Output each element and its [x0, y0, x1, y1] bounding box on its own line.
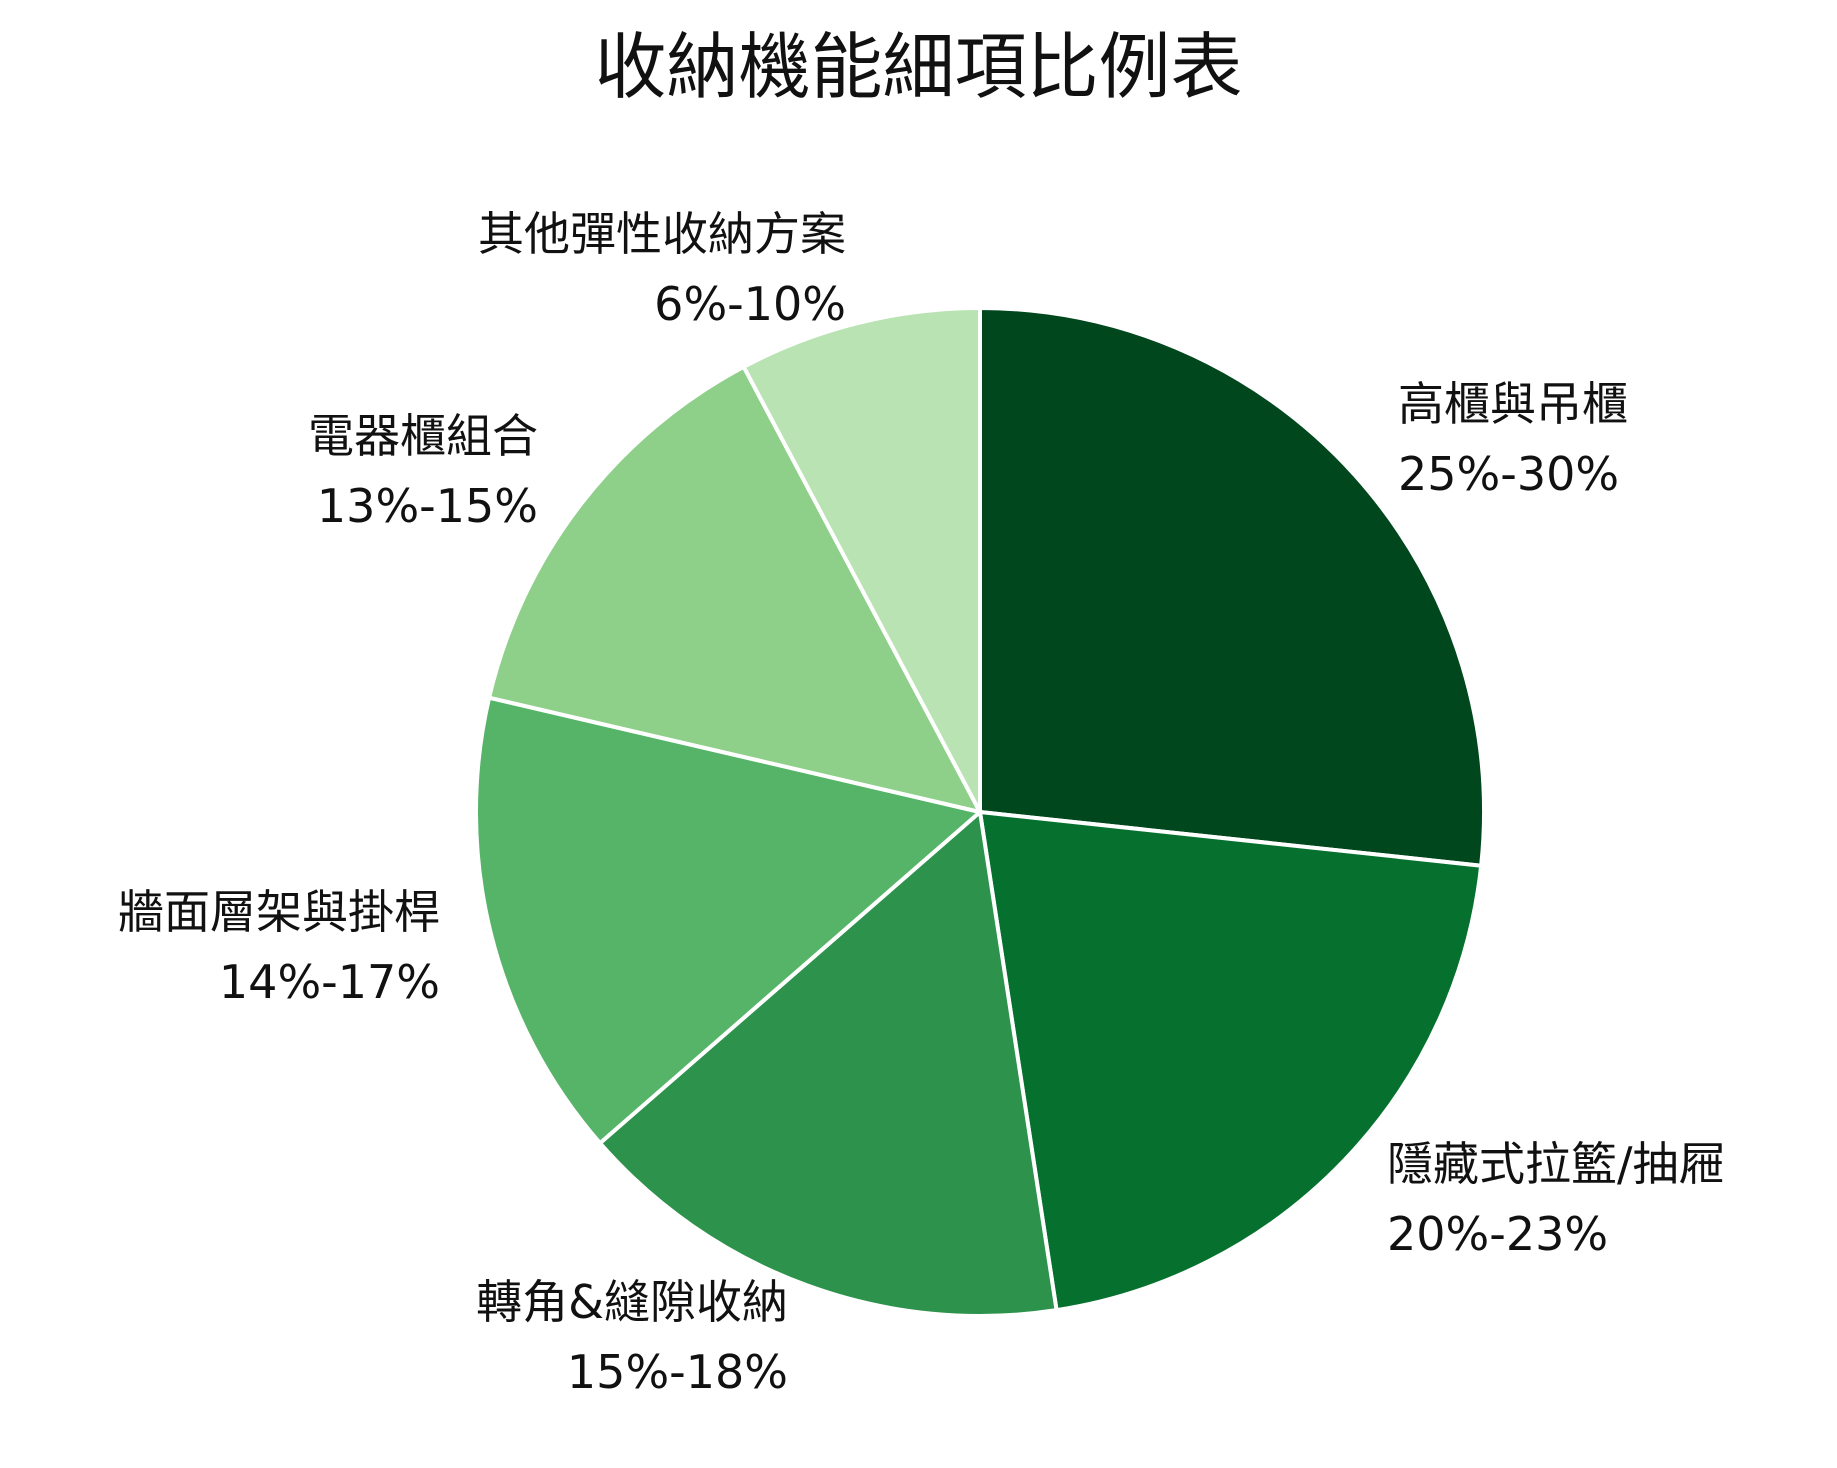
slice-name-label: 轉角&縫隙收納	[476, 1275, 788, 1329]
slice-value-label: 13%-15%	[317, 479, 538, 533]
slice-name-label: 高櫃與吊櫃	[1398, 377, 1628, 431]
pie-slice	[474, 695, 982, 1146]
slice-value-label: 20%-23%	[1387, 1207, 1608, 1261]
chart-title: 收納機能細項比例表	[594, 25, 1243, 109]
slice-name-label: 其他彈性收納方案	[478, 207, 846, 261]
slice-value-label: 25%-30%	[1398, 447, 1619, 501]
pie-slice	[741, 306, 982, 814]
slice-value-label: 15%-18%	[567, 1345, 788, 1399]
pie-slice	[487, 364, 982, 814]
slice-label: 電器櫃組合 13%-15%	[308, 409, 538, 533]
slice-label: 高櫃與吊櫃 25%-30%	[1398, 377, 1628, 501]
pie-slices	[474, 306, 1486, 1318]
slice-label: 其他彈性收納方案 6%-10%	[478, 207, 846, 331]
slice-label: 轉角&縫隙收納 15%-18%	[476, 1275, 788, 1399]
slice-name-label: 電器櫃組合	[308, 409, 538, 463]
slice-value-label: 14%-17%	[219, 955, 440, 1009]
pie-labels: 高櫃與吊櫃 25%-30% 隱藏式拉籃/抽屜 20%-23% 轉角&縫隙收納 15%-18…	[118, 207, 1725, 1399]
pie-slice	[598, 810, 1059, 1318]
slice-label: 牆面層架與掛桿 14%-17%	[118, 885, 440, 1009]
slice-name-label: 隱藏式拉籃/抽屜	[1387, 1137, 1725, 1191]
slice-label: 隱藏式拉籃/抽屜 20%-23%	[1387, 1137, 1725, 1261]
slice-name-label: 牆面層架與掛桿	[118, 885, 440, 939]
slice-value-label: 6%-10%	[654, 277, 846, 331]
pie-slice	[978, 306, 1486, 868]
pie-slice	[978, 810, 1484, 1313]
